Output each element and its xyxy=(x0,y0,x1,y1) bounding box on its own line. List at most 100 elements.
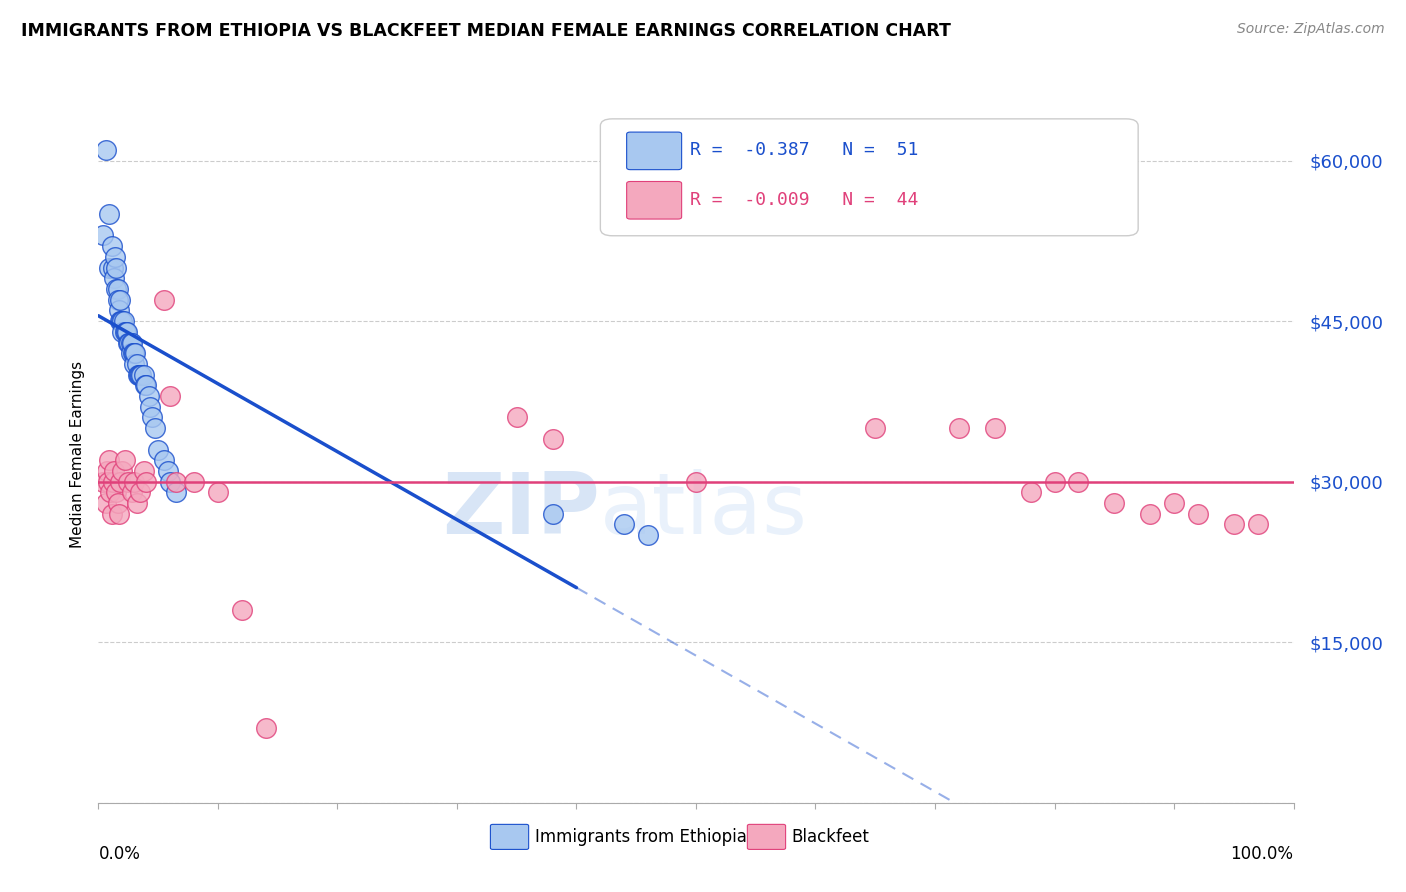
Text: Blackfeet: Blackfeet xyxy=(792,828,869,846)
Point xyxy=(1043,475,1066,489)
Point xyxy=(117,475,139,489)
Point xyxy=(103,464,125,478)
Point xyxy=(108,293,131,307)
Text: Source: ZipAtlas.com: Source: ZipAtlas.com xyxy=(1237,22,1385,37)
Point xyxy=(108,475,131,489)
Point xyxy=(132,368,155,382)
Text: Immigrants from Ethiopia: Immigrants from Ethiopia xyxy=(534,828,747,846)
Point xyxy=(231,603,253,617)
Point xyxy=(107,282,129,296)
Point xyxy=(97,475,120,489)
Point xyxy=(637,528,659,542)
Point xyxy=(114,453,136,467)
Point xyxy=(1102,496,1125,510)
Point xyxy=(159,475,181,489)
Point xyxy=(100,507,122,521)
Point xyxy=(111,325,134,339)
Point xyxy=(94,143,117,157)
Point xyxy=(506,410,529,425)
Point xyxy=(111,464,134,478)
Text: R =  -0.387   N =  51: R = -0.387 N = 51 xyxy=(690,141,918,159)
Point xyxy=(135,378,157,392)
Point xyxy=(1187,507,1209,521)
Point xyxy=(948,421,970,435)
Point xyxy=(115,325,138,339)
Point xyxy=(1163,496,1185,510)
Point xyxy=(165,485,187,500)
Point xyxy=(103,271,125,285)
Point xyxy=(613,517,636,532)
Point xyxy=(114,325,136,339)
Text: ZIP: ZIP xyxy=(443,469,600,552)
Point xyxy=(124,475,146,489)
Point xyxy=(107,507,129,521)
FancyBboxPatch shape xyxy=(600,119,1139,235)
Point xyxy=(120,335,142,350)
Point xyxy=(863,421,886,435)
Point xyxy=(138,389,160,403)
Point xyxy=(153,293,176,307)
Point xyxy=(121,485,143,500)
Point xyxy=(98,260,121,275)
Point xyxy=(128,368,150,382)
Point xyxy=(148,442,170,457)
Point xyxy=(96,464,118,478)
Point xyxy=(98,485,122,500)
Point xyxy=(134,378,156,392)
Point xyxy=(105,485,128,500)
FancyBboxPatch shape xyxy=(491,824,529,849)
Point xyxy=(125,357,148,371)
Point xyxy=(107,293,129,307)
Point xyxy=(112,314,135,328)
Point xyxy=(104,250,127,264)
Point xyxy=(159,389,181,403)
Text: 0.0%: 0.0% xyxy=(98,845,141,863)
Point xyxy=(139,400,162,414)
Point xyxy=(124,346,146,360)
Point xyxy=(1222,517,1246,532)
Point xyxy=(541,507,564,521)
Point xyxy=(121,335,143,350)
Point xyxy=(108,314,131,328)
Point xyxy=(110,314,132,328)
Point xyxy=(101,260,124,275)
Point xyxy=(165,475,187,489)
Point xyxy=(124,346,146,360)
Point xyxy=(120,346,142,360)
Point xyxy=(127,368,149,382)
Text: atlas: atlas xyxy=(600,469,808,552)
Point xyxy=(156,464,179,478)
Text: R =  -0.009   N =  44: R = -0.009 N = 44 xyxy=(690,191,918,209)
Text: 100.0%: 100.0% xyxy=(1230,845,1294,863)
Point xyxy=(143,421,166,435)
Point xyxy=(91,475,114,489)
Point xyxy=(91,228,114,243)
Point xyxy=(105,260,128,275)
Point xyxy=(129,368,152,382)
Point xyxy=(115,325,138,339)
Point xyxy=(141,410,163,425)
FancyBboxPatch shape xyxy=(627,181,682,219)
Point xyxy=(100,239,122,253)
Point xyxy=(105,282,128,296)
Point xyxy=(254,721,277,735)
Point xyxy=(118,335,141,350)
Point xyxy=(183,475,205,489)
Point xyxy=(153,453,176,467)
FancyBboxPatch shape xyxy=(748,824,786,849)
Point xyxy=(207,485,229,500)
Point xyxy=(111,314,134,328)
Point xyxy=(135,475,157,489)
Point xyxy=(107,496,129,510)
Point xyxy=(541,432,564,446)
Point xyxy=(94,496,117,510)
Text: IMMIGRANTS FROM ETHIOPIA VS BLACKFEET MEDIAN FEMALE EARNINGS CORRELATION CHART: IMMIGRANTS FROM ETHIOPIA VS BLACKFEET ME… xyxy=(21,22,950,40)
Point xyxy=(1246,517,1268,532)
Point xyxy=(107,303,129,318)
FancyBboxPatch shape xyxy=(627,132,682,169)
Y-axis label: Median Female Earnings: Median Female Earnings xyxy=(69,361,84,549)
Point xyxy=(983,421,1005,435)
Point xyxy=(685,475,707,489)
Point xyxy=(132,464,155,478)
Point xyxy=(1139,507,1161,521)
